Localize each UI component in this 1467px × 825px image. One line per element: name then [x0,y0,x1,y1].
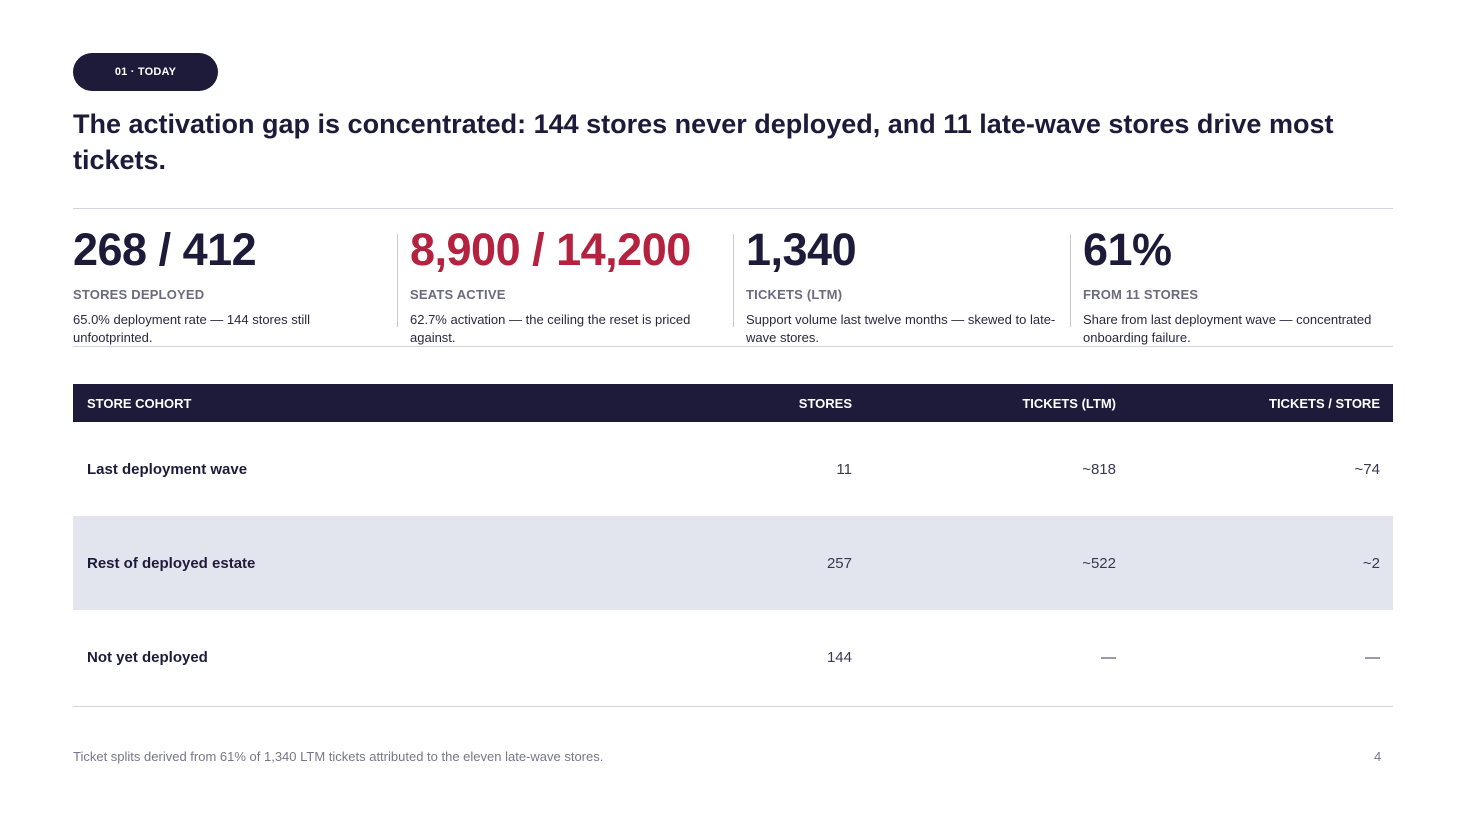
kpi-strip: 268 / 412 STORES DEPLOYED 65.0% deployme… [73,225,1393,347]
cohort-name: Last deployment wave [87,460,248,478]
table-row: Rest of deployed estate 257 ~522 ~2 [73,516,1393,610]
cohort-name: Rest of deployed estate [87,554,256,572]
kpi-label: TICKETS (LTM) [746,287,843,302]
kpi-description: Share from last deployment wave — concen… [1083,312,1372,345]
table-bottom-divider [73,706,1393,707]
header-stores: STORES [798,395,852,411]
table-header: STORE COHORT STORES TICKETS (LTM) TICKET… [73,384,1393,422]
kpi-value: 1,340 [746,224,857,275]
header-tickets-ltm: TICKETS (LTM) [1022,395,1116,411]
header-tickets-per-store: TICKETS / STORE [1269,395,1380,411]
cohort-name: Not yet deployed [87,648,208,666]
stores-count: 11 [836,460,852,478]
tickets-per-store: ~2 [1362,554,1380,572]
kpi-description: 62.7% activation — the ceiling the reset… [410,312,691,345]
stores-count: 257 [826,554,852,572]
tickets-count: — [1101,648,1116,666]
kpi-label: STORES DEPLOYED [73,287,205,302]
tickets-count: ~522 [1082,554,1116,572]
kpi-tickets-ltm: 1,340 TICKETS (LTM) Support volume last … [733,224,1066,347]
tickets-count: ~818 [1082,460,1116,478]
tickets-per-store: ~74 [1354,460,1380,478]
kpi-label: SEATS ACTIVE [410,287,506,302]
kpi-divider [1070,234,1071,327]
kpi-description: Support volume last twelve months — skew… [746,312,1056,345]
table-row: Last deployment wave 11 ~818 ~74 [73,422,1393,516]
tickets-per-store: — [1365,648,1380,666]
top-divider [73,208,1393,209]
page-title: The activation gap is concentrated: 144 … [73,109,1334,175]
kpi-bottom-divider [73,346,1393,347]
kpi-value: 268 / 412 [73,224,257,275]
footnote: Ticket splits derived from 61% of 1,340 … [73,749,604,764]
kpi-stores-deployed: 268 / 412 STORES DEPLOYED 65.0% deployme… [73,225,393,347]
page-number: 4 [1374,749,1382,764]
stores-count: 144 [826,648,852,666]
kpi-value: 61% [1083,224,1172,275]
kpi-divider [733,234,734,327]
section-pill: 01 · TODAY [73,53,218,91]
kpi-value: 8,900 / 14,200 [410,224,691,275]
header-store-cohort: STORE COHORT [87,395,192,411]
cohort-table: STORE COHORT STORES TICKETS (LTM) TICKET… [73,384,1393,704]
kpi-description: 65.0% deployment rate — 144 stores still… [73,312,311,345]
kpi-divider [397,234,398,327]
table-row: Not yet deployed 144 — — [73,610,1393,704]
kpi-label: FROM 11 STORES [1083,287,1199,302]
kpi-seats-active: 8,900 / 14,200 SEATS ACTIVE 62.7% activa… [397,224,730,347]
kpi-from-11-stores: 61% FROM 11 STORES Share from last deplo… [1070,224,1403,347]
